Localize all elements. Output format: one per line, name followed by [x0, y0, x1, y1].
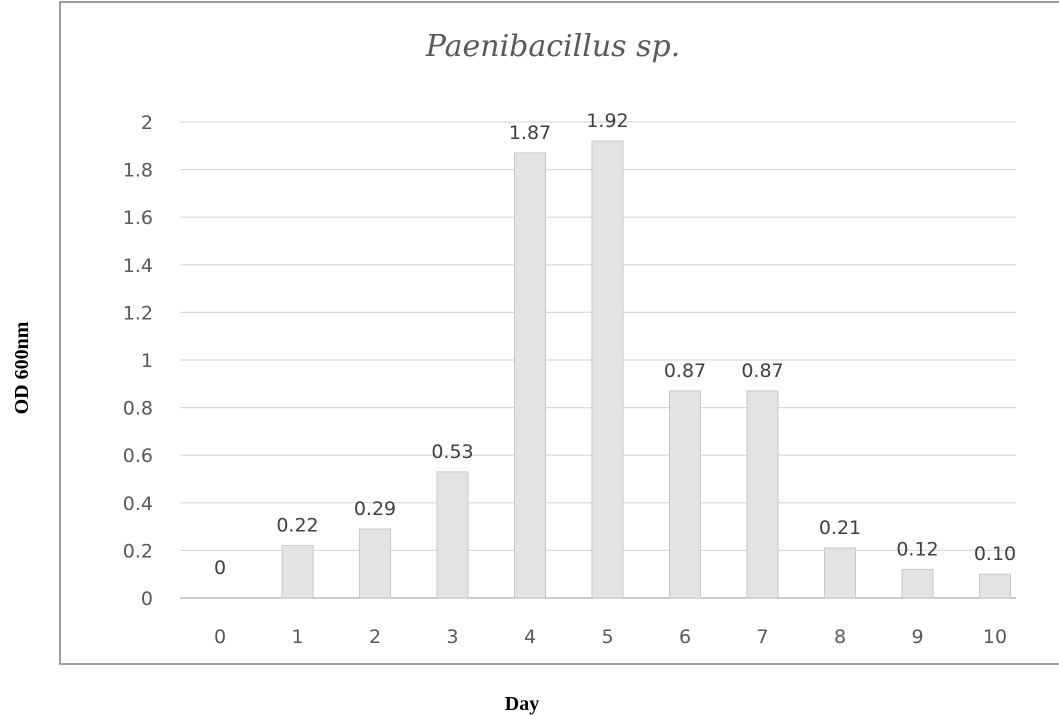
- bar: [746, 390, 779, 599]
- x-tick-label: 1: [291, 626, 303, 648]
- x-tick-label: 6: [679, 626, 691, 648]
- x-tick-labels: 0 1 2 3 4 5 6 7 8 9 10: [214, 626, 1007, 648]
- x-tick-label: 8: [834, 626, 846, 648]
- x-tick-label: 0: [214, 626, 226, 648]
- x-tick-label: 9: [911, 626, 923, 648]
- y-axis-title: OD 600nm: [11, 321, 33, 414]
- x-tick-label: 2: [369, 626, 381, 648]
- bar: [281, 545, 314, 599]
- y-tick-label: 0.6: [123, 445, 153, 467]
- bar: [591, 140, 624, 599]
- bar: [824, 547, 856, 599]
- y-tick-label: 1.8: [123, 160, 153, 182]
- data-label: 0.53: [431, 441, 473, 463]
- bar: [514, 152, 546, 599]
- y-tick-label: 0: [141, 588, 153, 610]
- bar: [669, 390, 701, 599]
- data-label: 0.87: [664, 360, 706, 382]
- bar: [436, 471, 469, 599]
- data-label: 0: [214, 557, 226, 579]
- x-tick-label: 3: [446, 626, 458, 648]
- y-tick-label: 0.8: [123, 398, 153, 420]
- x-tick-label: 5: [601, 626, 613, 648]
- y-tick-label: 1.6: [123, 207, 153, 229]
- data-label: 0.21: [819, 517, 861, 539]
- y-tick-label: 1.4: [123, 255, 153, 277]
- chart-frame: [59, 1, 1059, 665]
- data-label: 0.22: [276, 515, 318, 537]
- data-label: 0.10: [974, 543, 1016, 565]
- chart-title: Paenibacillus sp.: [425, 29, 680, 64]
- y-tick-label: 0.4: [123, 493, 153, 515]
- x-axis-title: Day: [505, 693, 539, 715]
- data-label: 1.92: [586, 110, 628, 132]
- x-tick-label: 10: [983, 626, 1007, 648]
- x-tick-label: 7: [756, 626, 768, 648]
- y-tick-label: 2: [141, 112, 153, 134]
- y-tick-labels: 0 0.2 0.4 0.6 0.8 1 1.2 1.4 1.6 1.8 2: [123, 112, 153, 610]
- bar: [901, 568, 934, 599]
- data-labels: 0 0.22 0.29 0.53 1.87 1.92 0.87 0.87 0.21 0.12 0.1…: [214, 110, 1016, 579]
- bar: [979, 573, 1011, 599]
- x-tick-label: 4: [524, 626, 536, 648]
- y-tick-label: 1.2: [123, 302, 153, 324]
- data-label: 1.87: [509, 122, 551, 144]
- bars: [281, 140, 1011, 599]
- y-tick-label: 1: [141, 350, 153, 372]
- bar: [359, 528, 391, 599]
- data-label: 0.87: [741, 360, 783, 382]
- y-tick-label: 0.2: [123, 540, 153, 562]
- data-label: 0.12: [896, 538, 938, 560]
- data-label: 0.29: [354, 498, 396, 520]
